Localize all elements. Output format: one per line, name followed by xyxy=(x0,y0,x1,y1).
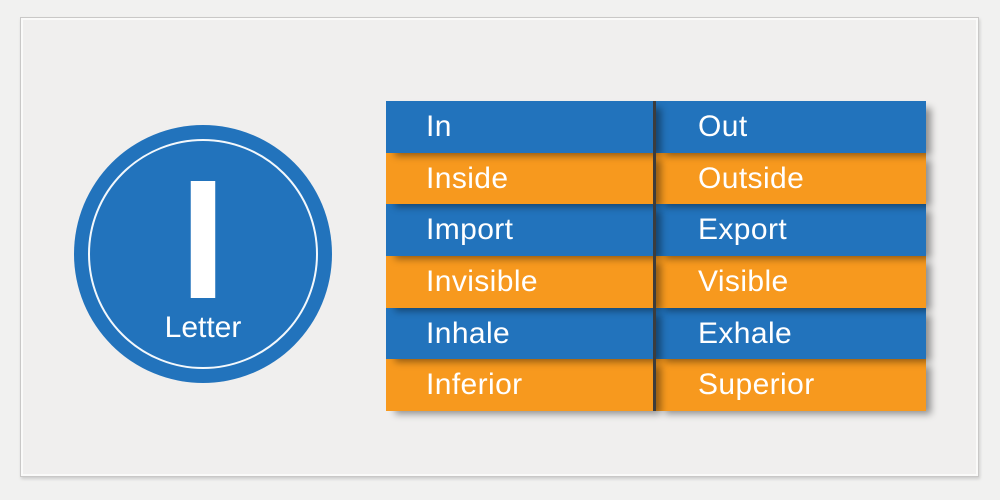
table-cell-right: Visible xyxy=(656,256,926,308)
table-cell-right: Export xyxy=(656,204,926,257)
table-cell-right: Superior xyxy=(656,359,926,412)
table-cell-left: Inhale xyxy=(386,307,656,360)
word-label: In xyxy=(426,109,452,143)
table-cell-left: Import xyxy=(386,204,656,257)
table-row: In Out xyxy=(386,101,926,153)
word-label: Inhale xyxy=(426,316,511,350)
table-row: Inhale Exhale xyxy=(386,307,926,360)
word-label: Out xyxy=(698,109,748,143)
table-cell-left: Inferior xyxy=(386,359,656,412)
table-cell-left: In xyxy=(386,101,656,153)
word-label: Inferior xyxy=(426,368,523,402)
word-label: Outside xyxy=(698,161,805,195)
badge-ring xyxy=(88,139,318,369)
column-divider xyxy=(653,101,656,411)
table-cell-right: Exhale xyxy=(656,307,926,360)
word-label: Visible xyxy=(698,264,789,298)
word-label: Exhale xyxy=(698,316,793,350)
table-row: Import Export xyxy=(386,204,926,257)
word-label: Invisible xyxy=(426,264,538,298)
table-row: Inferior Superior xyxy=(386,359,926,412)
word-label: Superior xyxy=(698,368,815,402)
table-row: Invisible Visible xyxy=(386,256,926,308)
table-cell-right: Out xyxy=(656,101,926,153)
table-cell-left: Inside xyxy=(386,152,656,205)
table-cell-right: Outside xyxy=(656,152,926,205)
badge-letter: I xyxy=(179,145,227,335)
content-panel: I Letter In Out Inside Outside Import Export I… xyxy=(20,17,979,477)
word-label: Export xyxy=(698,213,788,247)
table-cell-left: Invisible xyxy=(386,256,656,308)
opposites-table: In Out Inside Outside Import Export Invisible V… xyxy=(386,101,926,412)
letter-badge: I Letter xyxy=(74,125,332,383)
badge-label: Letter xyxy=(164,311,242,344)
table-row: Inside Outside xyxy=(386,152,926,205)
word-label: Inside xyxy=(426,161,509,195)
word-label: Import xyxy=(426,213,514,247)
